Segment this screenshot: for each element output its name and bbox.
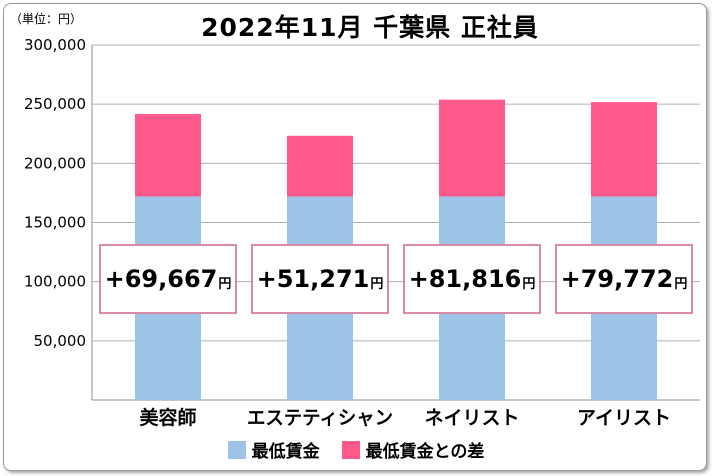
legend: 最低賃金 最低賃金との差	[0, 437, 712, 462]
difference-label-box: +69,667 円	[99, 244, 237, 314]
x-category-label: 美容師	[139, 406, 196, 429]
difference-value: +81,816	[408, 265, 522, 293]
difference-label-box: +51,271 円	[251, 244, 389, 314]
legend-swatch-minimum-wage	[227, 440, 246, 459]
difference-label-box: +79,772 円	[555, 244, 693, 314]
difference-label-box: +81,816 円	[403, 244, 541, 314]
legend-item-difference: 最低賃金との差	[341, 437, 485, 462]
legend-label-minimum-wage: 最低賃金	[251, 442, 320, 462]
difference-unit: 円	[370, 276, 384, 292]
bar-difference	[135, 114, 201, 197]
x-category-label: エステティシャン	[247, 407, 393, 429]
legend-swatch-difference	[341, 440, 360, 459]
bar-difference	[287, 135, 353, 197]
difference-value: +51,271	[256, 265, 370, 293]
y-tick-label: 200,000	[24, 154, 86, 172]
bar-difference	[591, 102, 657, 197]
y-tick-label: 100,000	[24, 273, 86, 291]
chart-frame	[3, 3, 707, 471]
bar-difference	[439, 99, 505, 197]
legend-item-minimum-wage: 最低賃金	[227, 437, 320, 462]
x-category-label: ネイリスト	[424, 407, 519, 429]
difference-unit: 円	[218, 276, 232, 292]
y-tick-label: 300,000	[24, 36, 86, 54]
difference-unit: 円	[522, 276, 536, 292]
x-category-label: アイリスト	[577, 407, 671, 429]
unit-label: （単位：円）	[10, 12, 83, 26]
difference-value: +79,772	[560, 265, 674, 293]
y-tick-label: 150,000	[24, 214, 86, 232]
y-tick-label: 250,000	[24, 95, 86, 113]
y-axis-ticks: 50,000 100,000 150,000 200,000 250,000 300,00…	[24, 36, 86, 350]
x-axis-categories: 美容師 エステティシャン ネイリスト アイリスト	[139, 406, 671, 429]
chart-title: 2022年11月 千葉県 正社員	[201, 13, 539, 42]
y-tick-label: 50,000	[34, 332, 87, 350]
difference-unit: 円	[674, 276, 688, 292]
legend-label-difference: 最低賃金との差	[365, 442, 485, 462]
difference-value: +69,667	[104, 265, 218, 293]
